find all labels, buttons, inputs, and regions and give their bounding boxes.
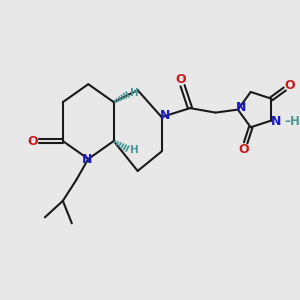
Text: N: N xyxy=(271,115,281,128)
Text: H: H xyxy=(290,115,300,128)
Text: O: O xyxy=(238,143,249,156)
Text: H: H xyxy=(130,145,138,155)
Text: –: – xyxy=(284,115,290,128)
Text: O: O xyxy=(176,73,186,85)
Text: N: N xyxy=(160,109,170,122)
Text: O: O xyxy=(285,79,296,92)
Text: H: H xyxy=(130,88,138,98)
Text: N: N xyxy=(236,101,246,114)
Text: N: N xyxy=(82,153,92,166)
Text: O: O xyxy=(27,134,38,148)
